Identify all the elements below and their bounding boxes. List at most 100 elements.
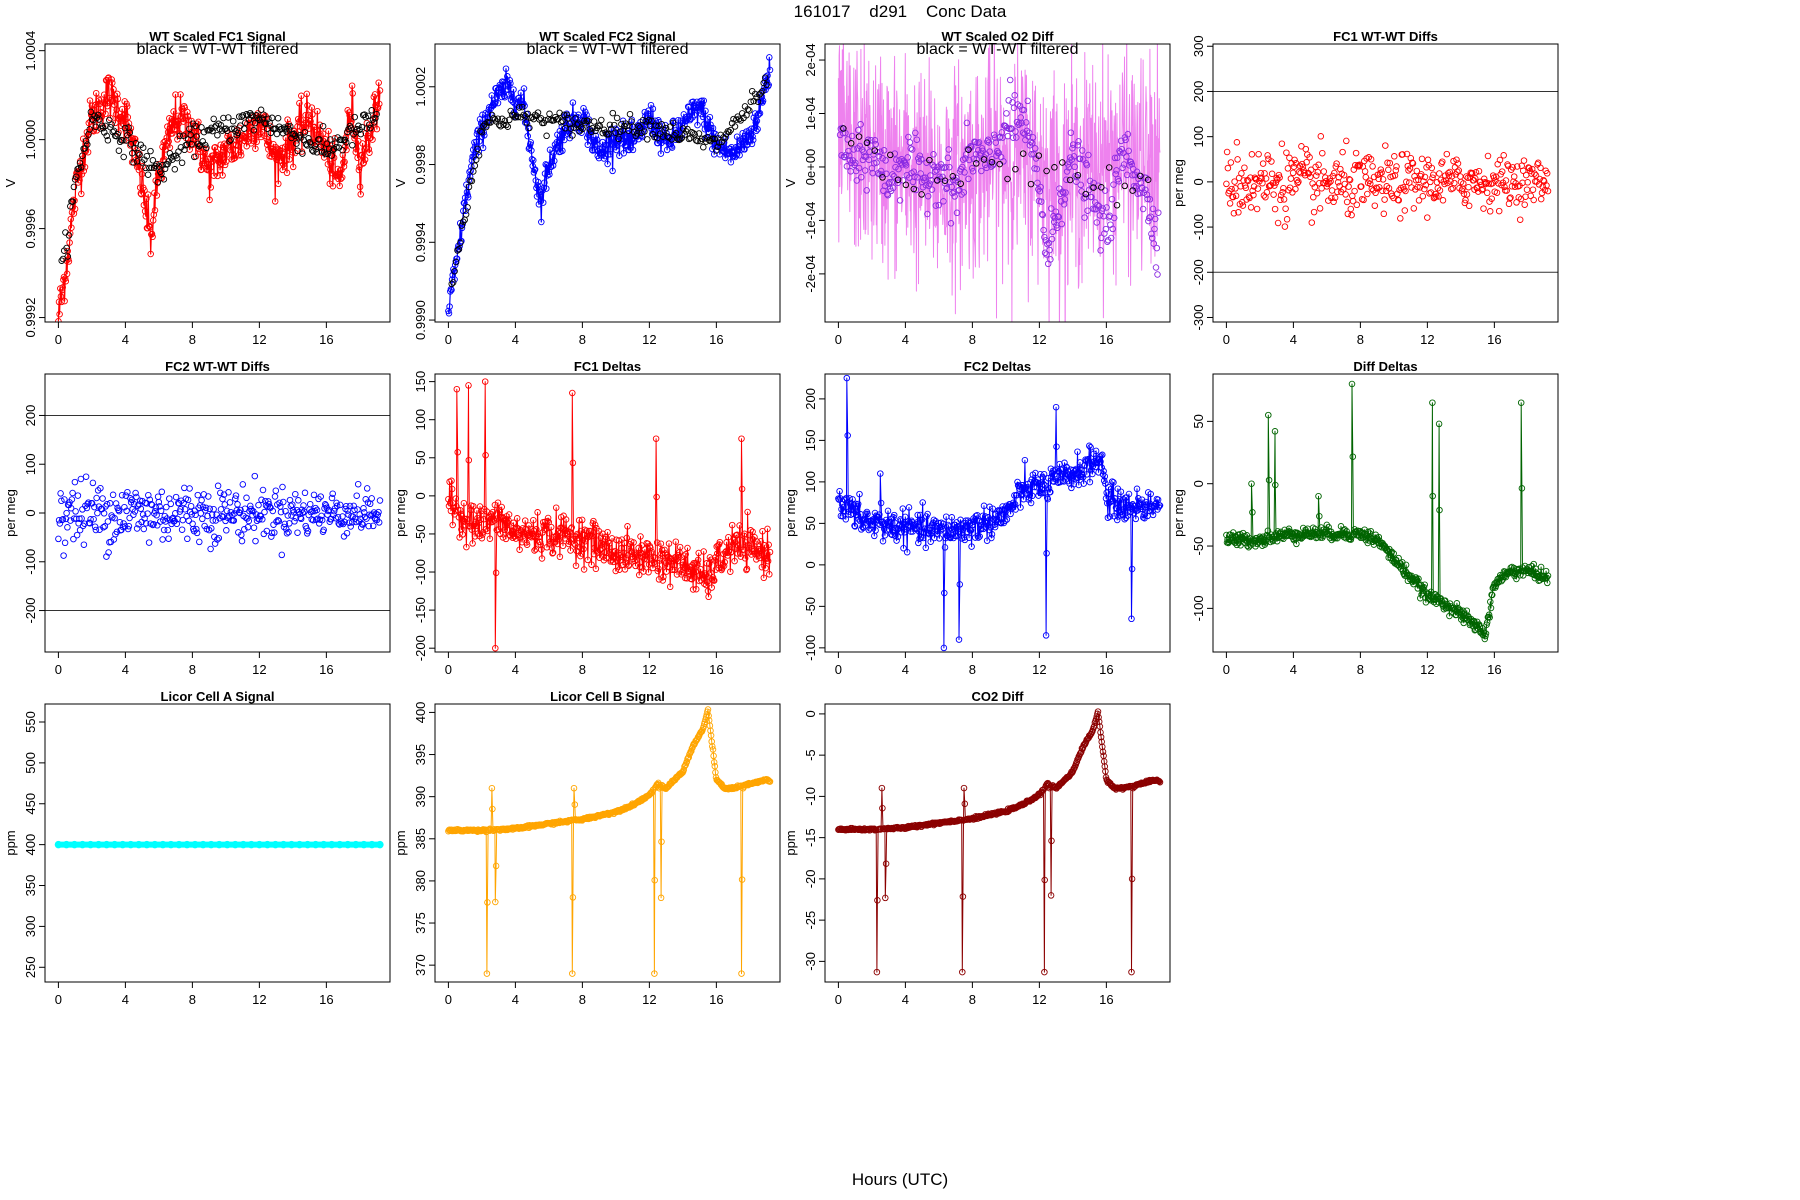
data-point bbox=[926, 180, 933, 187]
data-point bbox=[480, 122, 487, 130]
data-point bbox=[620, 149, 627, 157]
data-point bbox=[907, 145, 914, 152]
data-point bbox=[664, 133, 671, 140]
data-point bbox=[1129, 171, 1136, 179]
data-point bbox=[124, 488, 131, 496]
data-point bbox=[102, 110, 109, 118]
data-point bbox=[123, 103, 131, 110]
data-point bbox=[1277, 196, 1284, 204]
data-point bbox=[350, 502, 357, 510]
data-point bbox=[216, 151, 223, 158]
data-point bbox=[115, 506, 122, 514]
data-point bbox=[1223, 180, 1230, 188]
data-point bbox=[840, 125, 847, 132]
data-point bbox=[135, 840, 143, 849]
data-point bbox=[166, 495, 173, 502]
data-point bbox=[298, 506, 306, 513]
data-point bbox=[357, 130, 365, 138]
data-point bbox=[986, 520, 994, 527]
data-point bbox=[621, 566, 629, 573]
data-point bbox=[1074, 171, 1082, 179]
data-point bbox=[108, 76, 115, 83]
data-point bbox=[748, 140, 756, 148]
data-point bbox=[1436, 506, 1443, 514]
data-point bbox=[1530, 196, 1537, 204]
data-point bbox=[1033, 165, 1041, 173]
data-point bbox=[1520, 157, 1528, 164]
data-point bbox=[911, 173, 918, 180]
data-point bbox=[649, 105, 657, 113]
data-point bbox=[753, 538, 761, 545]
data-point bbox=[284, 512, 292, 519]
data-point bbox=[539, 199, 547, 206]
data-point bbox=[1268, 170, 1276, 178]
data-point bbox=[918, 516, 926, 523]
data-point bbox=[608, 535, 616, 542]
data-point bbox=[477, 516, 484, 523]
x-axis: 0 4 8 12 16 bbox=[55, 982, 334, 1007]
x-tick-label: 0 bbox=[55, 332, 62, 347]
data-point bbox=[109, 79, 116, 87]
data-point bbox=[1417, 594, 1424, 602]
x-tick-label: 8 bbox=[969, 332, 976, 347]
data-point bbox=[720, 562, 728, 570]
data-point bbox=[63, 270, 71, 278]
x-tick-label: 0 bbox=[445, 332, 452, 347]
data-point bbox=[329, 490, 336, 497]
x-tick-label: 8 bbox=[189, 992, 196, 1007]
data-point bbox=[269, 507, 277, 515]
data-point bbox=[362, 496, 369, 503]
data-point bbox=[1129, 187, 1136, 194]
data-point bbox=[1274, 176, 1281, 183]
data-point bbox=[1035, 152, 1043, 159]
data-point bbox=[949, 189, 956, 197]
data-point bbox=[86, 126, 93, 133]
data-point bbox=[714, 550, 721, 557]
data-point bbox=[148, 164, 155, 171]
data-point bbox=[887, 530, 895, 538]
data-point bbox=[135, 150, 142, 157]
data-point bbox=[114, 90, 121, 98]
data-point bbox=[167, 840, 175, 849]
data-point bbox=[131, 144, 138, 152]
data-point bbox=[351, 132, 359, 140]
data-point bbox=[988, 531, 996, 538]
y-tick-label: 100 bbox=[413, 409, 428, 431]
data-point bbox=[714, 143, 721, 151]
y-tick-label: 50 bbox=[1191, 414, 1206, 428]
data-point bbox=[662, 124, 670, 132]
data-point bbox=[1330, 198, 1337, 206]
data-point bbox=[1289, 169, 1297, 177]
data-point bbox=[1107, 234, 1115, 242]
data-point bbox=[1486, 614, 1493, 621]
data-point bbox=[1523, 186, 1531, 193]
data-point bbox=[1460, 180, 1467, 187]
data-point bbox=[1485, 180, 1492, 187]
series-line bbox=[447, 381, 771, 649]
data-point bbox=[196, 538, 203, 546]
data-point bbox=[1517, 399, 1525, 406]
data-point bbox=[179, 516, 187, 524]
data-point bbox=[872, 527, 879, 534]
x-tick-label: 0 bbox=[55, 662, 62, 677]
data-point bbox=[142, 213, 150, 220]
data-point bbox=[76, 159, 84, 167]
data-point bbox=[1503, 187, 1510, 194]
data-point bbox=[221, 161, 229, 169]
data-point bbox=[752, 119, 759, 126]
data-point bbox=[1133, 485, 1141, 493]
data-point bbox=[1441, 180, 1448, 188]
data-point bbox=[103, 501, 111, 508]
data-point bbox=[1291, 156, 1298, 164]
y-tick-label: -100 bbox=[413, 559, 428, 585]
data-point bbox=[1478, 186, 1486, 194]
data-point bbox=[1045, 239, 1053, 247]
data-point bbox=[704, 578, 711, 586]
chart-title: WT Scaled FC1 Signal bbox=[149, 29, 286, 44]
y-axis-label: V bbox=[783, 178, 798, 187]
data-point bbox=[1453, 156, 1460, 163]
data-point bbox=[1079, 147, 1086, 154]
data-point bbox=[135, 162, 142, 169]
data-point bbox=[728, 521, 736, 529]
